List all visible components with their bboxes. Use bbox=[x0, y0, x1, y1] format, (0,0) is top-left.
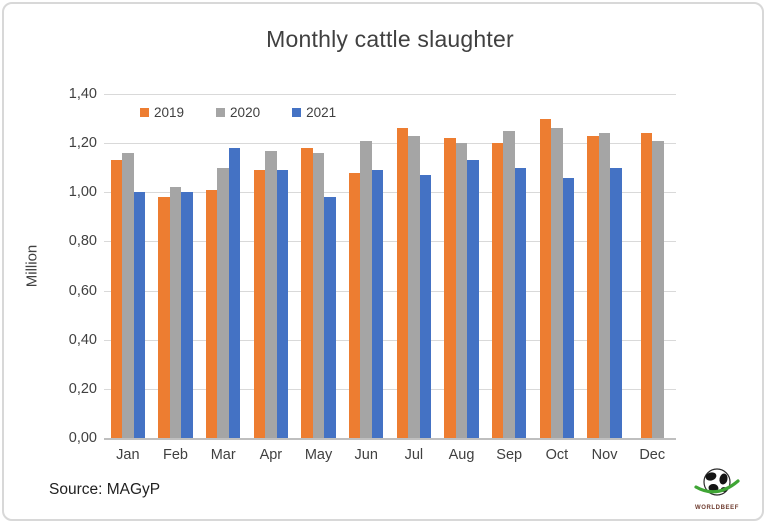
y-tick-label: 1,20 bbox=[68, 135, 97, 152]
bar-group-jan bbox=[104, 94, 152, 438]
x-tick-label-jul: Jul bbox=[404, 447, 424, 463]
gridline bbox=[104, 94, 676, 95]
bar-2020-aug bbox=[455, 143, 468, 438]
bar-2021-oct bbox=[562, 177, 575, 438]
x-tick-label-sep: Sep bbox=[496, 447, 523, 463]
x-tick-label-jan: Jan bbox=[116, 447, 140, 463]
legend-swatch-2021 bbox=[292, 108, 302, 117]
y-tick-label: 0,20 bbox=[68, 380, 97, 397]
legend-swatch-2020 bbox=[216, 108, 226, 117]
x-tick-label-may: May bbox=[304, 447, 333, 463]
bar-group-jul bbox=[390, 94, 438, 438]
y-tick-label: 0,60 bbox=[68, 282, 97, 299]
legend-label-2019: 2019 bbox=[154, 105, 185, 120]
bar-2019-oct bbox=[539, 118, 552, 438]
bar-2020-nov bbox=[598, 133, 611, 438]
bar-2019-feb bbox=[158, 197, 170, 438]
y-tick-label: 1,00 bbox=[68, 184, 97, 201]
bar-2019-dec bbox=[640, 133, 653, 438]
x-axis-line bbox=[104, 438, 676, 440]
bar-group-aug bbox=[438, 94, 486, 438]
x-tick-label-dec: Dec bbox=[639, 447, 666, 463]
bar-group-sep bbox=[485, 94, 533, 438]
legend-swatch-2019 bbox=[140, 108, 149, 117]
bar-2019-apr bbox=[253, 170, 266, 438]
bar-2021-apr bbox=[276, 170, 289, 438]
bar-2021-mar bbox=[228, 148, 241, 438]
month-labels: Jan Feb Mar Apr May Jun Jul Aug Sep Oct Nov Dec bbox=[104, 447, 676, 463]
bar-2021-jun bbox=[371, 170, 384, 438]
bar-2020-jun bbox=[360, 140, 372, 438]
x-tick-label-aug: Aug bbox=[448, 447, 475, 463]
bar-2021-feb bbox=[181, 192, 193, 438]
gridline bbox=[104, 241, 676, 243]
bar-2021-nov bbox=[610, 167, 622, 438]
y-tick-label: 0,40 bbox=[68, 331, 97, 348]
x-tick-label-jun: Jun bbox=[354, 447, 378, 463]
plot-area: 2019 2020 2021 bbox=[104, 94, 676, 440]
x-tick-label-oct: Oct bbox=[545, 447, 569, 463]
bar-2020-dec bbox=[652, 140, 664, 438]
bar-group-jun bbox=[342, 94, 390, 438]
bar-2019-mar bbox=[205, 189, 218, 438]
bar-2021-jul bbox=[419, 175, 432, 438]
x-tick-label-mar: Mar bbox=[210, 447, 236, 463]
bar-2020-apr bbox=[265, 150, 277, 438]
gridline bbox=[104, 143, 676, 145]
legend-label-2021: 2021 bbox=[306, 105, 337, 120]
chart-title: Monthly cattle slaughter bbox=[266, 26, 514, 52]
bar-2021-may bbox=[324, 197, 336, 438]
bar-2020-jul bbox=[408, 135, 420, 438]
legend-item-2020: 2020 bbox=[216, 105, 260, 120]
bar-2020-jan bbox=[122, 152, 134, 438]
bar-group-dec bbox=[628, 94, 676, 438]
bar-group-apr bbox=[247, 94, 295, 438]
bar-2021-aug bbox=[467, 160, 479, 438]
y-tick-label: 1,40 bbox=[68, 86, 97, 102]
gridline bbox=[104, 339, 676, 341]
bar-2020-feb bbox=[169, 187, 182, 438]
y-axis-title: Million bbox=[23, 244, 41, 288]
bar-group-nov bbox=[581, 94, 629, 438]
bar-group-mar bbox=[199, 94, 247, 438]
bar-2019-jan bbox=[110, 160, 123, 438]
bar-group-may bbox=[295, 94, 343, 438]
x-tick-label-apr: Apr bbox=[259, 447, 283, 463]
bar-2019-may bbox=[301, 148, 313, 438]
bar-group-oct bbox=[533, 94, 581, 438]
gridline bbox=[104, 290, 676, 292]
bar-groups bbox=[104, 94, 676, 438]
legend: 2019 2020 2021 bbox=[140, 105, 336, 120]
y-axis-labels: 0,00 0,20 0,40 0,60 0,80 1,00 1,20 1,40 bbox=[40, 86, 97, 446]
legend-label-2020: 2020 bbox=[230, 105, 261, 120]
legend-item-2021: 2021 bbox=[292, 105, 336, 120]
bar-2019-jun bbox=[348, 172, 361, 438]
bar-2020-may bbox=[312, 152, 325, 438]
y-tick-label: 0,00 bbox=[68, 430, 97, 446]
legend-item-2019: 2019 bbox=[140, 105, 184, 120]
y-tick-label: 0,80 bbox=[68, 233, 97, 250]
x-tick-label-feb: Feb bbox=[163, 447, 188, 463]
bar-2021-sep bbox=[514, 167, 527, 438]
bar-2021-jan bbox=[133, 192, 146, 438]
bar-2020-oct bbox=[551, 128, 563, 438]
bar-2019-sep bbox=[491, 143, 504, 438]
bar-2020-sep bbox=[503, 130, 515, 438]
gridline bbox=[104, 192, 676, 194]
gridline bbox=[104, 388, 676, 390]
source-label: Source: MAGyP bbox=[49, 481, 161, 498]
logo: WORLDBEEF bbox=[684, 466, 750, 511]
bar-group-feb bbox=[152, 94, 200, 438]
bar-2019-aug bbox=[444, 138, 456, 438]
bar-2019-nov bbox=[587, 135, 599, 438]
bar-2020-mar bbox=[217, 167, 229, 438]
globe-icon bbox=[694, 468, 740, 496]
x-tick-label-nov: Nov bbox=[591, 447, 618, 463]
grid-layer bbox=[104, 94, 676, 440]
logo-text: WORLDBEEF bbox=[694, 505, 740, 511]
bar-2019-jul bbox=[396, 128, 409, 438]
